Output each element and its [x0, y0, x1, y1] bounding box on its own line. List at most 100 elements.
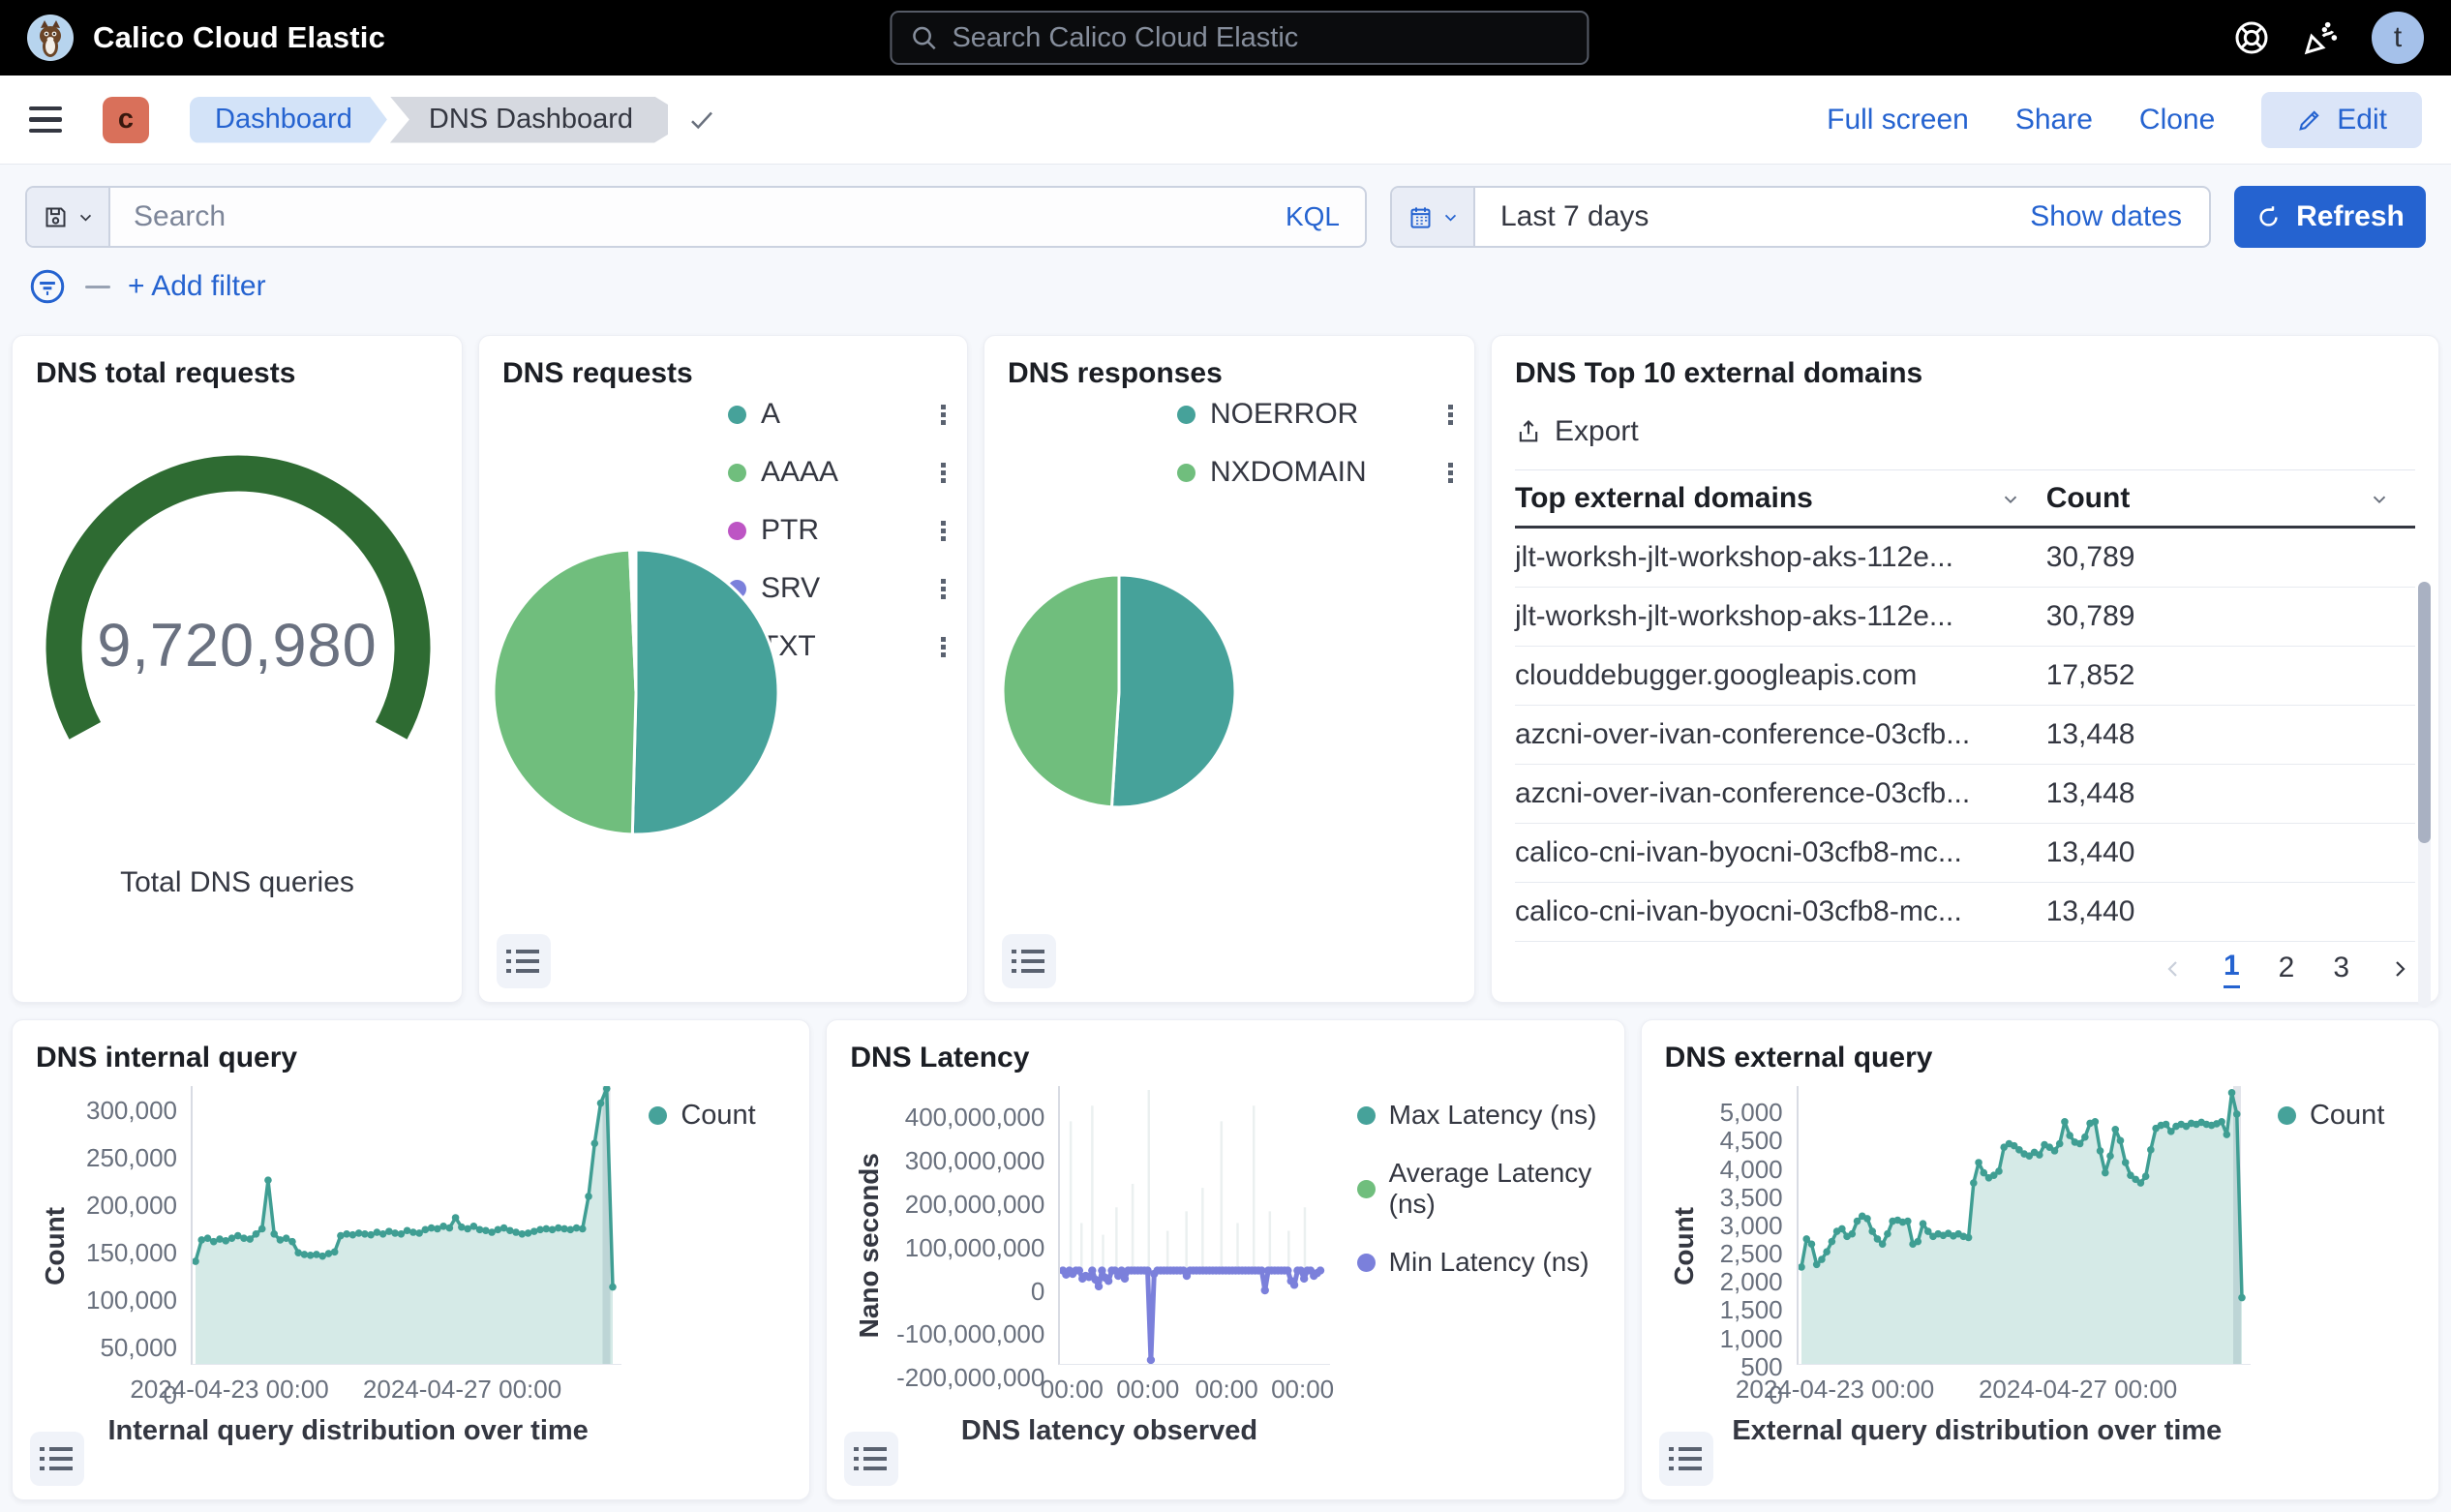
col-domains[interactable]: Top external domains: [1515, 481, 1813, 514]
panel-top-external-domains: DNS Top 10 external domains Export Top e…: [1491, 335, 2439, 1008]
legend-dot: [1356, 1105, 1376, 1125]
kql-language-button[interactable]: KQL: [1285, 201, 1340, 231]
legend-item[interactable]: Count: [649, 1100, 786, 1132]
legend-dot: [1356, 1179, 1376, 1198]
time-range-value[interactable]: Last 7 days: [1500, 200, 1649, 232]
date-picker: Last 7 days Show dates: [1390, 186, 2211, 248]
sort-chevron-icon[interactable]: [2000, 488, 2021, 509]
panel-dns-latency: DNS Latency Nano seconds 400,000,000 300,…: [826, 1019, 1625, 1500]
internal-query-chart[interactable]: [191, 1086, 622, 1365]
x-axis-ticks: 2024-04-23 00:00 2024-04-27 00:00: [130, 1375, 562, 1404]
filter-circle-icon[interactable]: [27, 266, 68, 307]
legend-label: Count: [2309, 1100, 2385, 1131]
legend-item[interactable]: Min Latency (ns): [1356, 1247, 1601, 1278]
panel-list-icon[interactable]: [844, 1432, 899, 1486]
legend-label: Min Latency (ns): [1388, 1247, 1589, 1277]
legend-item[interactable]: Average Latency (ns): [1356, 1158, 1601, 1220]
divider: [1515, 469, 2415, 470]
legend-dot: [1356, 1253, 1376, 1272]
legend-label: AAAA: [761, 456, 839, 488]
panel-title: DNS Top 10 external domains: [1515, 357, 1923, 389]
table-row[interactable]: clouddebugger.googleapis.com 17,852: [1515, 647, 2415, 706]
responses-pie-chart[interactable]: [1000, 572, 1238, 810]
legend-item[interactable]: NOERROR: [1177, 398, 1453, 431]
legend-actions-icon[interactable]: [1448, 462, 1453, 483]
panel-title: DNS requests: [502, 357, 693, 389]
table-row[interactable]: azcni-over-ivan-conference-03cfb... 13,44…: [1515, 765, 2415, 824]
refresh-button[interactable]: Refresh: [2234, 186, 2426, 248]
chart-legend: Count: [621, 1086, 786, 1406]
breadcrumb-dashboard[interactable]: Dashboard: [190, 97, 387, 143]
table-row[interactable]: calico-cni-ivan-byocni-03cfb8-mc... 13,44…: [1515, 883, 2415, 942]
page-1[interactable]: 1: [2223, 950, 2240, 988]
legend-actions-icon[interactable]: [941, 462, 946, 483]
news-party-icon[interactable]: [2302, 18, 2341, 57]
responses-pie-legend: NOERROR NXDOMAIN: [1177, 398, 1453, 489]
legend-actions-icon[interactable]: [941, 520, 946, 541]
table-row[interactable]: azcni-over-ivan-conference-03cfb... 13,44…: [1515, 706, 2415, 765]
legend-item[interactable]: A: [728, 398, 946, 431]
panel-list-icon[interactable]: [1658, 1432, 1713, 1486]
requests-pie-chart[interactable]: [491, 547, 781, 837]
legend-actions-icon[interactable]: [941, 578, 946, 599]
query-bar: KQL Last 7 days Show dates Refresh: [0, 165, 2451, 256]
chart-legend: Count: [2251, 1086, 2415, 1406]
full-screen-button[interactable]: Full screen: [1827, 103, 1969, 136]
menu-icon[interactable]: [29, 106, 62, 134]
help-icon[interactable]: [2232, 18, 2271, 57]
global-search-input[interactable]: [952, 21, 1570, 54]
show-dates-button[interactable]: Show dates: [2030, 200, 2182, 232]
y-axis-ticks: 300,000 250,000 200,000 150,000 100,000 50,00…: [86, 1096, 177, 1409]
panel-list-icon[interactable]: [30, 1432, 84, 1486]
page-2[interactable]: 2: [2278, 951, 2295, 983]
breadcrumb-dns-dashboard[interactable]: DNS Dashboard: [390, 97, 668, 143]
x-axis-title: DNS latency observed: [960, 1415, 1258, 1446]
external-query-chart[interactable]: [1796, 1086, 2251, 1365]
sort-chevron-icon[interactable]: [2369, 488, 2390, 509]
next-page-icon[interactable]: [2388, 957, 2411, 981]
clone-button[interactable]: Clone: [2138, 103, 2216, 136]
legend-actions-icon[interactable]: [1448, 404, 1453, 425]
calendar-menu[interactable]: [1392, 188, 1475, 246]
table-row[interactable]: calico-cni-ivan-byocni-03cfb8-mc... 13,44…: [1515, 824, 2415, 883]
legend-item[interactable]: PTR: [728, 514, 946, 547]
saved-check-icon: [687, 106, 716, 135]
x-axis-title: Internal query distribution over time: [107, 1415, 589, 1446]
kql-search-input[interactable]: [110, 200, 1260, 233]
saved-query-menu[interactable]: [27, 188, 110, 246]
legend-item[interactable]: AAAA: [728, 456, 946, 489]
table-scrollbar[interactable]: [2418, 582, 2431, 1008]
panel-list-icon[interactable]: [1002, 934, 1056, 988]
legend-label: SRV: [761, 572, 821, 604]
filter-dash: [85, 285, 110, 288]
prev-page-icon[interactable]: [2162, 957, 2185, 981]
global-search[interactable]: [890, 11, 1589, 65]
legend-dot: [728, 405, 746, 424]
legend-dot: [2277, 1106, 2296, 1125]
table-row[interactable]: jlt-worksh-jlt-workshop-aks-112e... 30,78…: [1515, 529, 2415, 588]
col-count[interactable]: Count: [2045, 481, 2131, 514]
save-icon: [43, 204, 69, 230]
export-button[interactable]: Export: [1515, 415, 1670, 448]
legend-item[interactable]: NXDOMAIN: [1177, 456, 1453, 489]
table-row[interactable]: jlt-worksh-jlt-workshop-aks-112e... 30,78…: [1515, 588, 2415, 647]
share-button[interactable]: Share: [2014, 103, 2093, 136]
space-badge[interactable]: c: [103, 96, 149, 143]
user-avatar[interactable]: t: [2372, 12, 2424, 64]
legend-dot: [1177, 405, 1195, 424]
add-filter-button[interactable]: + Add filter: [128, 270, 266, 302]
legend-actions-icon[interactable]: [941, 636, 946, 657]
edit-button[interactable]: Edit: [2261, 91, 2422, 148]
legend-item[interactable]: Max Latency (ns): [1356, 1100, 1601, 1131]
panel-list-icon[interactable]: [497, 934, 551, 988]
page-3[interactable]: 3: [2333, 951, 2349, 983]
calendar-icon: [1407, 204, 1434, 230]
legend-label: PTR: [761, 514, 819, 546]
panel-title: DNS internal query: [36, 1042, 298, 1074]
latency-chart[interactable]: [1058, 1086, 1330, 1365]
y-axis-ticks: 400,000,000 300,000,000 200,000,000 100,000…: [896, 1103, 1045, 1393]
legend-label: Average Latency (ns): [1388, 1158, 1592, 1219]
refresh-icon: [2255, 204, 2282, 230]
legend-actions-icon[interactable]: [941, 404, 946, 425]
legend-item[interactable]: Count: [2277, 1100, 2415, 1132]
